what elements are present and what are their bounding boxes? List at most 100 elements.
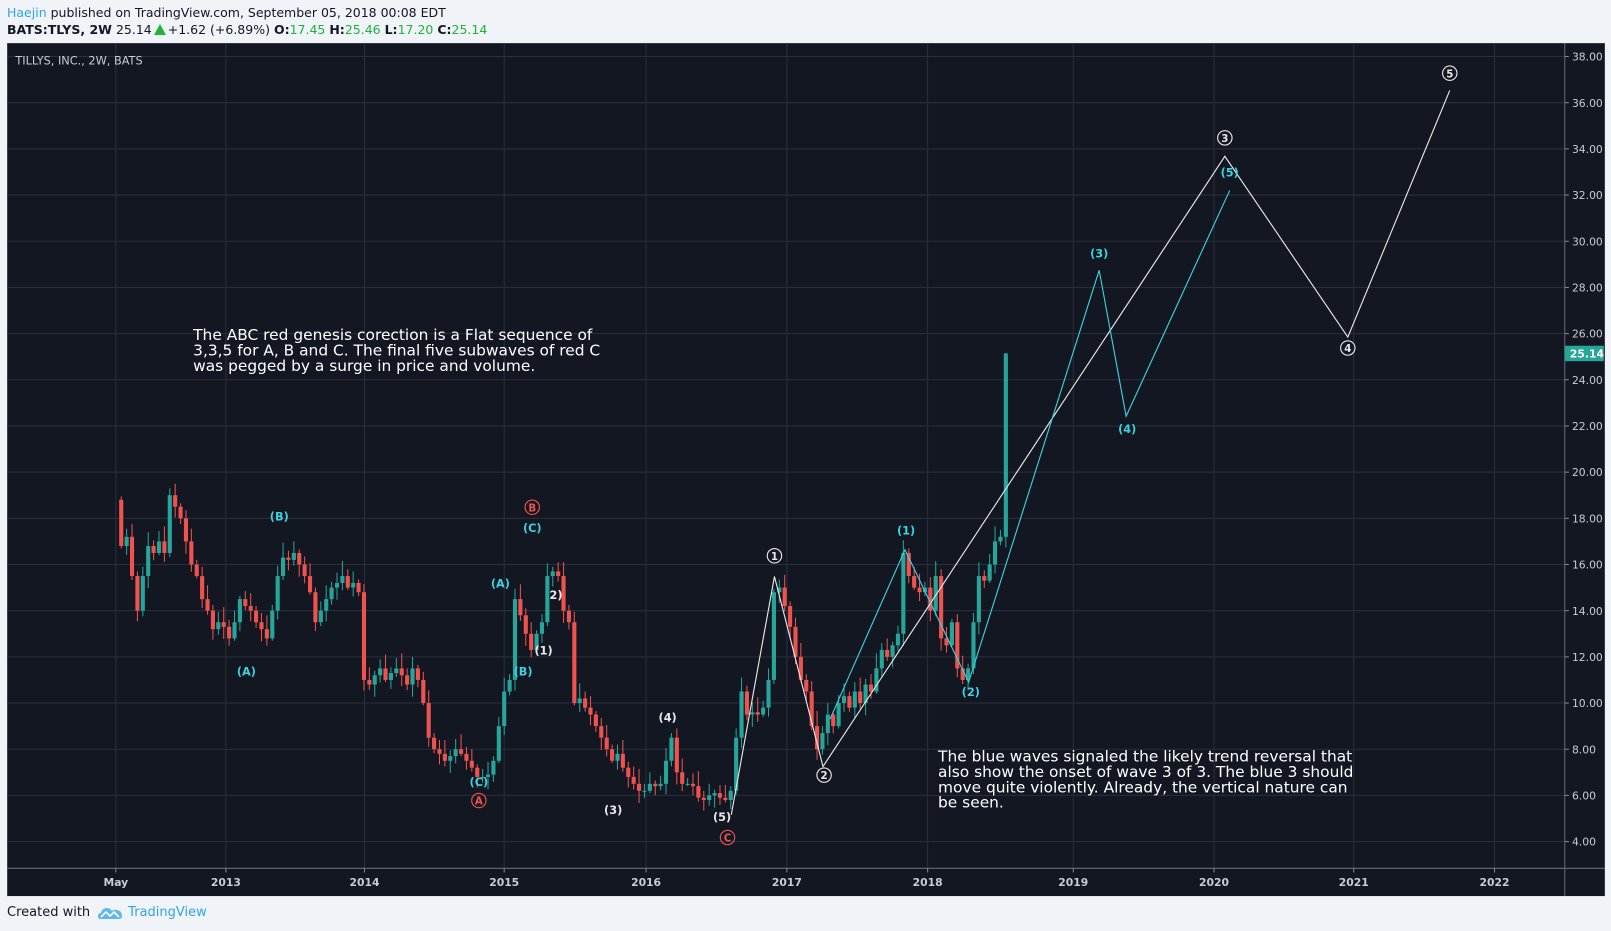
candle: [270, 604, 275, 641]
candle-body: [680, 772, 685, 784]
annotation-right[interactable]: The blue waves signaled the likely trend…: [937, 747, 1358, 811]
wave-label[interactable]: C: [719, 829, 736, 846]
candle: [847, 691, 852, 712]
wave-label[interactable]: (1): [534, 645, 552, 658]
price-tick-label: 22.00: [1572, 420, 1603, 433]
candle: [939, 569, 944, 651]
candle-body: [798, 656, 803, 680]
last-price-marker: 25.14: [1564, 345, 1604, 362]
wave-label[interactable]: (4): [1118, 423, 1136, 436]
candle-body: [216, 622, 221, 630]
wave-label[interactable]: (B): [270, 511, 289, 524]
wave-label[interactable]: 5: [1442, 65, 1458, 81]
close-label: C:: [437, 22, 452, 37]
wave-label[interactable]: B: [524, 499, 541, 516]
time-tick-label: 2020: [1199, 876, 1229, 889]
close-value: 25.14: [451, 22, 488, 37]
wave-label[interactable]: (3): [1090, 247, 1108, 260]
candle: [966, 663, 971, 691]
wave-line-cyan-minor[interactable]: [829, 190, 1231, 720]
candle-body: [475, 767, 480, 777]
wave-line-white-primary[interactable]: [730, 90, 1451, 815]
candle: [658, 775, 663, 791]
candle: [615, 744, 620, 770]
wave-label[interactable]: 1: [766, 548, 783, 564]
wave-label[interactable]: (A): [237, 665, 256, 678]
wave-label[interactable]: (1): [897, 524, 915, 537]
candle-body: [189, 541, 194, 565]
wave-label[interactable]: A: [471, 792, 487, 809]
candle: [583, 691, 588, 712]
candle: [895, 625, 901, 651]
candle-body: [151, 546, 156, 553]
wave-label-text: (A): [491, 578, 510, 591]
wave-label[interactable]: 2): [549, 589, 562, 602]
candle: [119, 496, 124, 549]
candle-body: [976, 576, 981, 623]
price-tick-label: 24.00: [1572, 374, 1603, 387]
wave-label-text: 2: [820, 770, 827, 782]
candle: [442, 739, 447, 767]
candle: [804, 674, 809, 701]
candle-body: [750, 712, 755, 715]
wave-label[interactable]: (5): [713, 811, 731, 824]
annotation-left[interactable]: The ABC red genesis corection is a Flat …: [192, 326, 605, 375]
wave-label[interactable]: 2: [816, 767, 832, 783]
candle-body: [788, 606, 793, 627]
tradingview-link[interactable]: TradingView: [98, 905, 207, 920]
wave-label[interactable]: 3: [1217, 130, 1233, 146]
wave-label-circle: [719, 829, 736, 846]
candle: [529, 622, 534, 658]
candle-body: [210, 610, 215, 630]
candle: [437, 739, 442, 765]
candle-body: [701, 797, 706, 801]
candle: [351, 571, 356, 597]
candle: [701, 790, 706, 811]
candle: [588, 696, 593, 726]
candle: [782, 574, 787, 612]
candle-body: [146, 546, 151, 577]
candle: [383, 654, 388, 683]
candle: [949, 618, 954, 648]
wave-label-circle: [471, 792, 487, 809]
candle: [604, 724, 609, 757]
wave-label[interactable]: (2): [962, 686, 980, 699]
candle: [647, 772, 652, 794]
candle: [496, 716, 501, 764]
candle-body: [512, 599, 518, 680]
wave-label[interactable]: (3): [604, 804, 622, 817]
candle: [475, 764, 480, 788]
wave-labels[interactable]: (B)(A)B(C)(A)(B)(1)2)(C)A(4)(3)(5)C12(1)…: [237, 65, 1458, 846]
wave-label[interactable]: (4): [659, 712, 677, 725]
candle: [874, 653, 879, 694]
candle: [976, 562, 981, 635]
candle: [707, 783, 712, 806]
wave-label-text: (5): [713, 811, 731, 824]
candle: [626, 761, 631, 788]
candle: [550, 566, 555, 587]
wave-label[interactable]: (C): [523, 522, 542, 535]
candle-body: [480, 776, 485, 778]
wave-label-text: (2): [962, 686, 980, 699]
wave-label[interactable]: (B): [514, 665, 533, 678]
time-axis[interactable]: May 2013 2014 2015 2016 2017 2018 2019 2020 2021 2…: [104, 868, 1510, 889]
wave-label[interactable]: (5): [1221, 167, 1239, 180]
elliott-wave-lines[interactable]: [730, 90, 1451, 815]
candle-body: [847, 696, 852, 708]
candle: [448, 750, 453, 773]
author-link[interactable]: Haejin: [7, 5, 47, 20]
candle: [264, 615, 269, 646]
candle: [863, 678, 868, 716]
wave-label-circle: [1340, 340, 1356, 356]
wave-label[interactable]: (A): [491, 578, 510, 591]
price-axis[interactable]: 4.00 6.00 8.00 10.00 12.00 14.00 16.00 18.00 20.…: [1564, 51, 1603, 849]
candle-body: [485, 774, 491, 777]
candle: [135, 571, 140, 622]
candle: [734, 728, 739, 795]
wave-label[interactable]: 4: [1340, 340, 1356, 356]
created-with-text: Created with: [7, 905, 91, 920]
candle-body: [178, 506, 183, 519]
wave-label[interactable]: (C): [470, 776, 489, 789]
candle-body: [987, 564, 992, 581]
